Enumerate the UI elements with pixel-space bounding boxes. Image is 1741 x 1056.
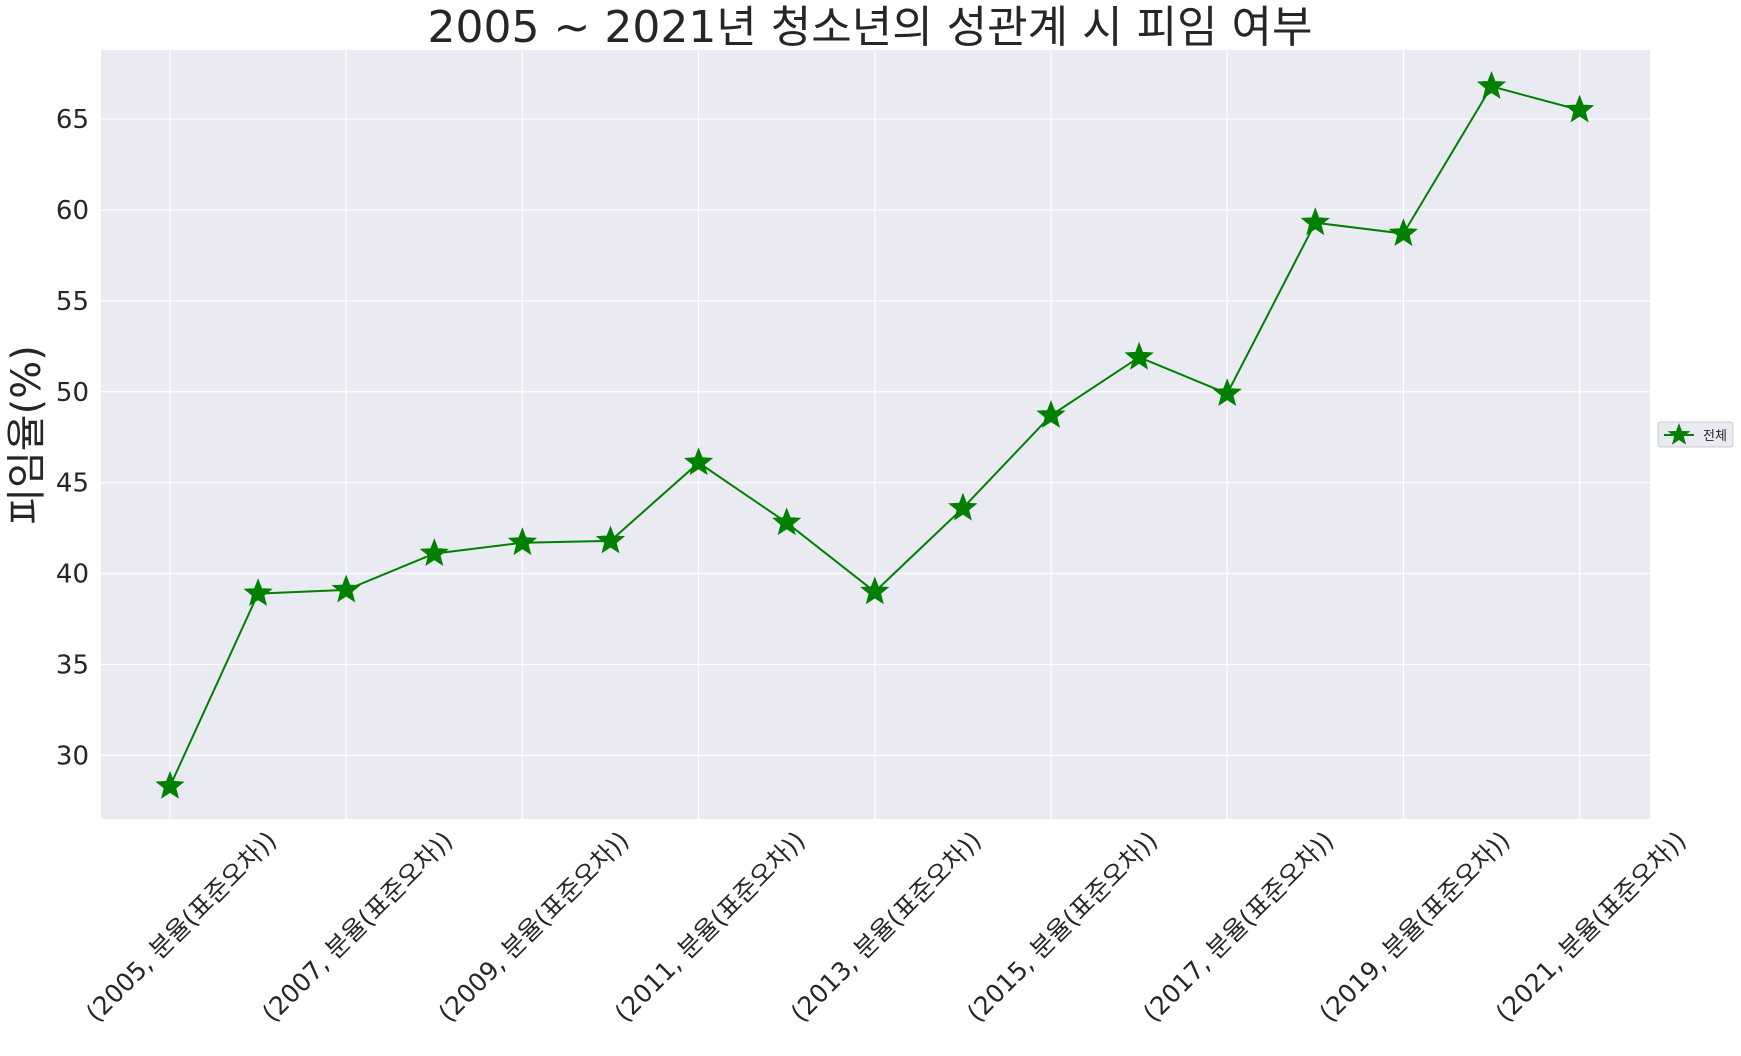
data-point-star (1036, 399, 1066, 428)
y-tick-label: 35 (56, 650, 89, 680)
y-tick-label: 55 (56, 287, 89, 317)
legend: 전체 (1657, 421, 1734, 448)
y-tick-label: 65 (56, 105, 89, 135)
legend-star-icon (1667, 423, 1691, 445)
x-tick-label: (2021, 분율(표준오차)) (1490, 826, 1692, 1028)
x-tick-label: (2015, 분율(표준오차)) (961, 826, 1163, 1028)
legend-label: 전체 (1703, 429, 1727, 444)
data-point-star (1388, 218, 1419, 247)
plot-area (101, 50, 1650, 819)
x-tick-labels: (2005, 분율(표준오차))(2007, 분율(표준오차))(2009, 분… (80, 826, 1692, 1028)
y-tick-label: 40 (56, 560, 89, 590)
y-tick-label: 60 (56, 196, 89, 226)
x-tick-label: (2017, 분율(표준오차)) (1138, 826, 1340, 1028)
x-tick-label: (2009, 분율(표준오차)) (433, 826, 635, 1028)
data-point-star (860, 576, 890, 605)
x-tick-label: (2013, 분율(표준오차)) (785, 826, 987, 1028)
data-point-star (507, 527, 538, 556)
y-tick-labels: 30 35 40 45 50 55 60 65 (56, 105, 89, 771)
y-tick-label: 30 (56, 741, 89, 771)
y-tick-label: 50 (56, 378, 89, 408)
chart-title: 2005 ~ 2021년 청소년의 성관계 시 피임 여부 (428, 2, 1313, 53)
x-tick-label: (2007, 분율(표준오차)) (257, 826, 459, 1028)
x-tick-label: (2011, 분율(표준오차)) (609, 826, 811, 1028)
data-point-star (595, 525, 626, 554)
data-point-star (419, 538, 449, 567)
data-point-star (155, 770, 185, 799)
data-point-star (948, 492, 978, 521)
data-point-star (243, 578, 273, 607)
data-point-star (1564, 94, 1595, 123)
data-point-star (1476, 71, 1507, 99)
y-axis-label: 피임율(%) (4, 345, 50, 525)
data-point-star (683, 447, 714, 476)
data-point-star (772, 507, 802, 536)
series-layer (155, 71, 1595, 799)
data-point-star (1212, 378, 1242, 407)
data-point-star (1124, 341, 1154, 370)
y-tick-label: 45 (56, 469, 89, 499)
data-point-star (331, 574, 361, 603)
grid (101, 50, 1650, 819)
x-tick-label: (2005, 분율(표준오차)) (80, 826, 282, 1028)
x-tick-label: (2019, 분율(표준오차)) (1314, 826, 1516, 1028)
data-point-star (1300, 207, 1330, 236)
